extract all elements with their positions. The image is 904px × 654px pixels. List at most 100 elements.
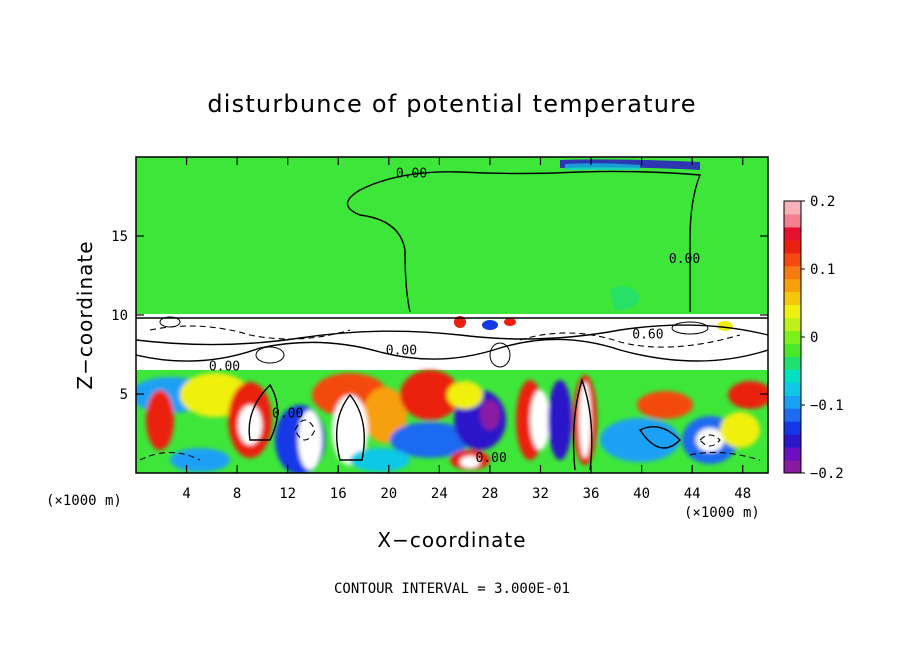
x-tick-label: 8: [233, 486, 241, 502]
contour-inversion-3: [136, 338, 768, 362]
blob-yellow-3: [447, 381, 483, 409]
blob-white-7: [696, 428, 724, 452]
colorbar-segment: [784, 330, 801, 344]
blob-blue-5: [548, 380, 572, 460]
colorbar-segment: [784, 421, 801, 435]
colorbar-segment: [784, 213, 801, 228]
x-tick-label: 44: [684, 486, 701, 502]
colorbar-segment: [784, 226, 801, 241]
blob-purple-1: [480, 400, 500, 430]
x-axis-ticks: 4 8 12 16 20 24 28 32 36 40 44 48: [182, 157, 751, 502]
upper-layer-field: [136, 157, 768, 315]
blob-red-1: [146, 390, 174, 450]
colorbar-segment: [784, 278, 801, 293]
colorbar-segment: [784, 252, 801, 267]
x-axis-label: X−coordinate: [377, 528, 526, 552]
blob-yellow-4: [720, 412, 760, 448]
x-tick-label: 28: [481, 486, 498, 502]
blob-white-6: [579, 382, 591, 458]
colorbar-segment: [784, 369, 801, 383]
contour-dashed-2: [519, 332, 741, 348]
colorbar-segment: [784, 265, 801, 280]
spot-yellow-1: [717, 321, 733, 331]
x-tick-label: 32: [532, 486, 549, 502]
y-tick-label: 15: [111, 229, 128, 245]
top-strip-cyan: [565, 163, 640, 170]
contour-dashed-5: [139, 452, 201, 461]
contour-zero-upper: [346, 170, 702, 313]
colorbar-segment: [784, 239, 801, 254]
contour-label: 0.00: [209, 359, 240, 374]
colorbar-tick-label: −0.2: [810, 466, 844, 482]
contour-label: 0.00: [396, 167, 427, 182]
colorbar-tick-label: −0.1: [810, 398, 844, 414]
contour-cell-3: [159, 316, 181, 328]
colorbar-segment: [784, 460, 801, 474]
contour-dashed-4: [699, 434, 721, 447]
blob-cyan-1: [350, 448, 410, 472]
contour-label: 0.00: [272, 407, 303, 422]
x-tick-label: 24: [431, 486, 448, 502]
y-tick-label: 10: [111, 308, 128, 324]
chart-title: disturbunce of potential temperature: [207, 90, 696, 118]
colorbar-segment: [784, 395, 801, 409]
blob-white-2: [298, 410, 322, 470]
blob-red-9: [728, 381, 768, 409]
contour-label: 0.60: [632, 328, 663, 343]
colorbar-segment: [784, 304, 801, 319]
colorbar: [784, 201, 801, 474]
colorbar-segment: [784, 382, 801, 396]
blob-yellow-2: [363, 387, 407, 443]
x-tick-label: 12: [279, 486, 296, 502]
x-tick-label: 4: [182, 486, 190, 502]
colorbar-segment: [784, 343, 801, 357]
contour-low-1: [248, 383, 279, 441]
colorbar-segment: [784, 356, 801, 370]
colorbar-segment: [784, 434, 801, 448]
contour-low-2: [335, 393, 365, 461]
x-tick-label: 36: [583, 486, 600, 502]
contour-low-3: [572, 377, 593, 471]
contour-label: 0.00: [669, 252, 700, 267]
contour-cell-2: [489, 342, 511, 368]
x-tick-label: 20: [380, 486, 397, 502]
colorbar-tick-label: 0.2: [810, 194, 835, 210]
x-unit-left: (×1000 m): [46, 493, 122, 509]
blob-red-4: [400, 370, 460, 420]
colorbar-segment: [784, 447, 801, 461]
blob-blue-6: [600, 418, 680, 462]
contour-dashed-1: [149, 325, 351, 340]
blob-white-4: [460, 456, 480, 468]
colorbar-tick-label: 0.1: [810, 262, 835, 278]
colorbar-segment: [784, 201, 801, 215]
contour-low-4: [638, 426, 681, 449]
contour-cell-4: [671, 321, 709, 335]
colorbar-ticks: −0.2 −0.1 0 0.1 0.2: [801, 194, 844, 482]
x-tick-label: 48: [734, 486, 751, 502]
blob-red-8: [637, 391, 693, 419]
heatmap-field: 0.00 0.00 0.60 0.00 0.00 0.00 0.00: [136, 157, 768, 473]
contour-interval-note: CONTOUR INTERVAL = 3.000E-01: [334, 581, 570, 597]
cyan-blob-upper: [610, 286, 640, 310]
spot-red-2: [504, 318, 516, 326]
x-unit-right: (×1000 m): [684, 505, 760, 521]
x-tick-label: 40: [633, 486, 650, 502]
contour-dashed-6: [689, 451, 761, 461]
x-tick-label: 16: [330, 486, 347, 502]
colorbar-segment: [784, 291, 801, 306]
blob-blue-3: [390, 422, 470, 458]
contour-inversion-2: [136, 324, 768, 346]
contour-cell-1: [255, 346, 285, 364]
contour-label: 0.00: [386, 344, 417, 359]
y-axis-ticks: 5 10 15: [111, 229, 768, 403]
spot-blue-1: [482, 320, 498, 330]
colorbar-tick-label: 0: [810, 330, 818, 346]
y-tick-label: 5: [120, 387, 128, 403]
spot-red-1: [454, 316, 466, 328]
colorbar-segment: [784, 408, 801, 422]
contour-labels: 0.00 0.00 0.60 0.00 0.00 0.00 0.00: [209, 167, 700, 466]
contour-label: 0.00: [476, 451, 507, 466]
y-axis-label: Z−coordinate: [73, 240, 97, 389]
blob-white-5: [530, 390, 550, 450]
